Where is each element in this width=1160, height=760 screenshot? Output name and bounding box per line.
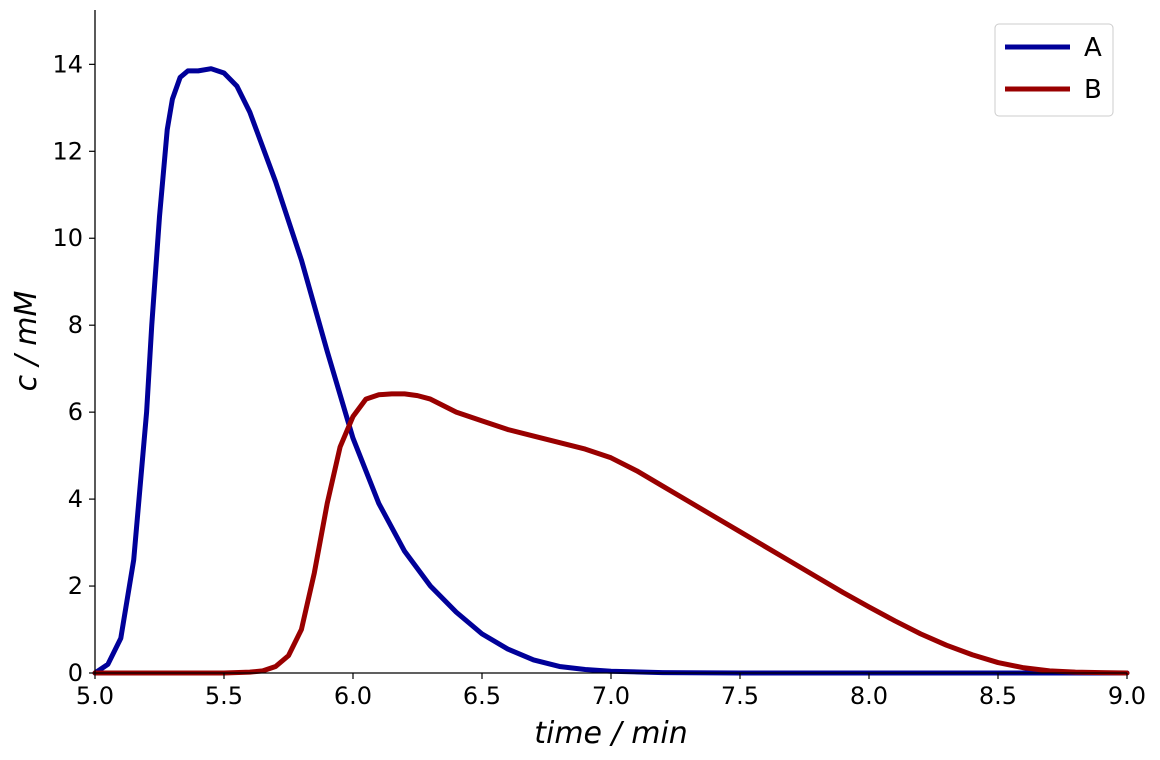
series-line-a	[92, 66, 1130, 676]
legend-label-a: A	[1084, 33, 1102, 63]
y-tick-label: 6	[68, 398, 83, 426]
y-tick-label: 0	[68, 659, 83, 687]
x-tick-label: 6.0	[334, 682, 372, 710]
y-tick-label: 14	[52, 50, 83, 78]
x-tick-label: 8.5	[979, 682, 1017, 710]
legend-label-b: B	[1084, 75, 1102, 105]
x-tick-label: 7.5	[721, 682, 759, 710]
y-tick-label: 12	[52, 137, 83, 165]
y-tick-label: 2	[68, 572, 83, 600]
x-tick-label: 7.0	[592, 682, 630, 710]
legend: AB	[994, 23, 1114, 117]
plot-series-layer	[92, 66, 1130, 676]
legend-entries: AB	[1005, 33, 1102, 105]
x-tick-label: 6.5	[463, 682, 501, 710]
x-tick-label: 8.0	[850, 682, 888, 710]
y-tick-label: 4	[68, 485, 83, 513]
x-tick-label: 5.5	[205, 682, 243, 710]
y-tick-label: 10	[52, 224, 83, 252]
y-tick-label: 8	[68, 311, 83, 339]
series-line-b	[92, 391, 1130, 676]
y-axis-label: c / mM	[9, 290, 44, 391]
ticks-layer: 5.0 5.5 6.0 6.5 7.0 7.5 8.0 8.5 9.0 0 2 4 6 8 10 12 14	[52, 50, 1146, 710]
x-tick-label: 9.0	[1108, 682, 1146, 710]
x-tick-label: 5.0	[76, 682, 114, 710]
x-axis-label: time / min	[534, 716, 688, 751]
